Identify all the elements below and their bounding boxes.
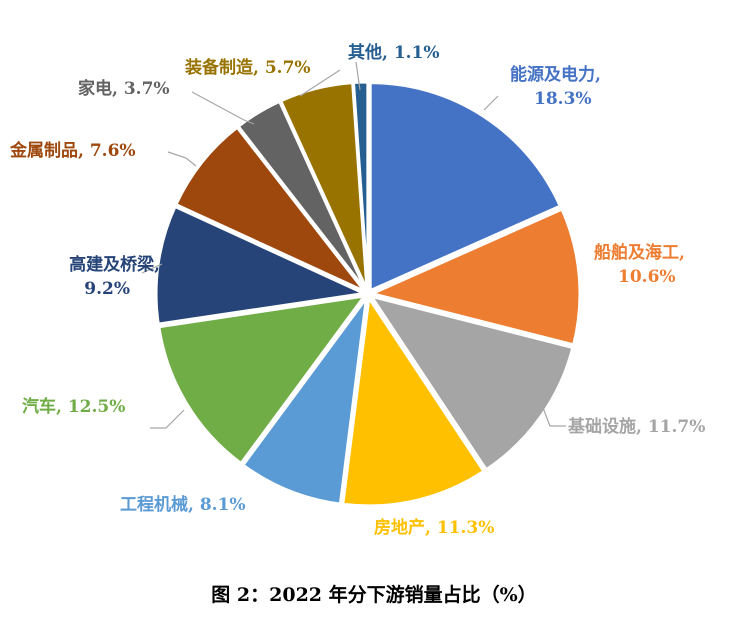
slice-label: 家电, 3.7% — [78, 78, 170, 99]
slice-label-line: 能源及电力, — [510, 64, 601, 85]
slice-label: 金属制品, 7.6% — [9, 140, 136, 161]
slice-label-line: 18.3% — [534, 89, 592, 109]
pie-slices — [154, 80, 582, 508]
slice-label: 工程机械, 8.1% — [120, 494, 246, 515]
slice-label-line: 9.2% — [84, 279, 130, 299]
slice-label-line: 高建及桥梁, — [69, 254, 160, 275]
slice-label: 船舶及海工, 10.6% — [594, 242, 685, 287]
pie-slice — [154, 204, 370, 326]
leader-line — [141, 263, 163, 274]
slice-label: 其他, 1.1% — [348, 42, 440, 63]
slice-label: 汽车, 12.5% — [22, 396, 125, 417]
leader-lines — [141, 61, 566, 429]
slice-label: 高建及桥梁, 9.2% — [69, 254, 160, 299]
pie-slice — [157, 294, 368, 466]
slice-label-line: 房地产, 11.3% — [374, 517, 494, 538]
leader-line — [299, 69, 341, 97]
pie-slice — [341, 293, 486, 508]
slice-label-line: 装备制造, 5.7% — [184, 57, 311, 78]
pie-slice — [368, 81, 563, 293]
leader-line — [150, 409, 185, 429]
leader-line — [355, 61, 361, 91]
slice-label: 能源及电力, 18.3% — [510, 64, 601, 109]
pie-slice — [351, 80, 370, 291]
slice-label-line: 金属制品, 7.6% — [9, 140, 136, 161]
pie-chart: 能源及电力, 18.3% 船舶及海工, 10.6% 基础设施, 11.7% 房地产, 11… — [9, 42, 705, 538]
slice-label-line: 汽车, 12.5% — [22, 396, 125, 417]
pie-slice — [367, 293, 575, 472]
leader-line — [483, 95, 499, 111]
leader-line — [191, 91, 255, 125]
leader-line — [539, 399, 566, 427]
leader-line — [167, 151, 197, 167]
pie-slice — [240, 292, 369, 506]
slice-label-line: 家电, 3.7% — [78, 78, 170, 99]
chart-caption: 图 2：2022 年分下游销量占比（%） — [211, 584, 537, 606]
slice-labels: 能源及电力, 18.3% 船舶及海工, 10.6% 基础设施, 11.7% 房地产, 11… — [9, 42, 705, 538]
slice-label-line: 10.6% — [618, 267, 676, 287]
slice-label-line: 基础设施, 11.7% — [567, 416, 705, 437]
slice-label-line: 其他, 1.1% — [348, 42, 440, 63]
slice-label-line: 船舶及海工, — [594, 242, 685, 263]
slice-label: 房地产, 11.3% — [374, 517, 494, 538]
pie-slice — [173, 125, 367, 293]
pie-slice — [367, 207, 582, 347]
slice-label: 基础设施, 11.7% — [567, 416, 705, 437]
slice-label-line: 工程机械, 8.1% — [120, 494, 246, 515]
slice-label: 装备制造, 5.7% — [184, 57, 311, 78]
